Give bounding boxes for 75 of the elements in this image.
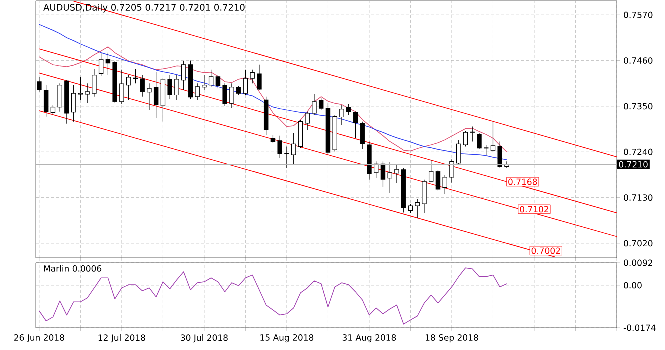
y-tick-label: 0.0092 xyxy=(624,260,652,266)
candlestick xyxy=(408,204,414,214)
x-tick-label: 30 Jul 2018 xyxy=(181,334,228,343)
candlestick xyxy=(490,122,496,152)
y-tick-label: -0.0174 xyxy=(624,324,656,332)
y-tick-label: 0.7350 xyxy=(624,103,653,110)
x-tick-label: 15 Aug 2018 xyxy=(260,334,314,343)
candlestick xyxy=(120,70,124,104)
candlestick xyxy=(380,161,386,188)
candlestick xyxy=(44,84,49,118)
candlestick xyxy=(181,60,186,91)
candlestick xyxy=(140,75,145,98)
candlestick xyxy=(236,86,242,96)
candlestick xyxy=(92,69,97,98)
candlestick xyxy=(318,98,324,110)
x-tick-label: 26 Jun 2018 xyxy=(14,334,64,343)
candlestick xyxy=(360,122,365,150)
candlestick xyxy=(340,104,344,126)
candlestick xyxy=(415,199,420,218)
y-tick-label: 0.7570 xyxy=(624,12,653,18)
candlestick xyxy=(85,83,90,104)
ref-line-label: 0.7210 xyxy=(619,161,648,168)
y-tick-label: 0.7020 xyxy=(624,240,653,247)
candlestick xyxy=(346,104,352,116)
candlestick xyxy=(450,159,454,184)
candlestick xyxy=(470,126,475,142)
candlestick xyxy=(230,83,234,109)
candlestick xyxy=(291,133,296,164)
x-tick-label: 12 Jul 2018 xyxy=(98,334,146,343)
candlestick xyxy=(428,160,434,182)
candlestick xyxy=(278,136,282,159)
annotation: 0.7002 xyxy=(532,248,560,254)
candlestick xyxy=(353,112,358,139)
candlestick xyxy=(312,94,317,116)
y-tick-label: 0.7240 xyxy=(624,148,653,156)
candlestick xyxy=(106,52,111,76)
candlestick xyxy=(477,133,482,150)
candlestick xyxy=(168,75,172,100)
candlestick xyxy=(463,131,468,148)
candlestick xyxy=(422,180,427,214)
candlestick xyxy=(436,170,441,192)
candlestick xyxy=(284,146,290,169)
candlestick xyxy=(243,70,248,96)
candlestick xyxy=(37,77,42,92)
candlestick xyxy=(58,83,62,112)
candlestick xyxy=(305,112,310,130)
candlestick xyxy=(98,53,104,76)
candlestick xyxy=(388,162,392,194)
candlestick xyxy=(154,72,159,119)
candlestick xyxy=(133,69,138,84)
candlestick xyxy=(71,84,76,122)
annotation: 0.7102 xyxy=(520,206,549,213)
candlestick xyxy=(126,75,132,101)
candlestick xyxy=(498,141,502,168)
candlestick xyxy=(208,70,214,88)
y-tick-label: 0.7130 xyxy=(624,194,653,202)
candlestick xyxy=(250,70,255,84)
x-tick-label: 31 Aug 2018 xyxy=(342,334,396,343)
candlestick xyxy=(394,164,400,184)
x-tick-label: 18 Sep 2018 xyxy=(426,334,478,343)
candlestick xyxy=(195,83,200,101)
candlestick xyxy=(216,75,221,89)
candlestick xyxy=(50,104,56,116)
candlestick xyxy=(257,64,262,91)
candlestick xyxy=(484,144,489,156)
candlestick xyxy=(442,174,448,194)
candlestick xyxy=(222,83,228,106)
candlestick xyxy=(174,75,180,101)
candlestick xyxy=(147,83,152,110)
candlestick xyxy=(202,75,207,91)
annotation: Marlin 0.0006 xyxy=(44,265,102,272)
y-tick-label: 0.00 xyxy=(624,282,642,289)
candlestick xyxy=(456,140,462,166)
annotation: 0.7168 xyxy=(508,178,538,186)
y-tick-label: 0.7460 xyxy=(624,58,653,64)
